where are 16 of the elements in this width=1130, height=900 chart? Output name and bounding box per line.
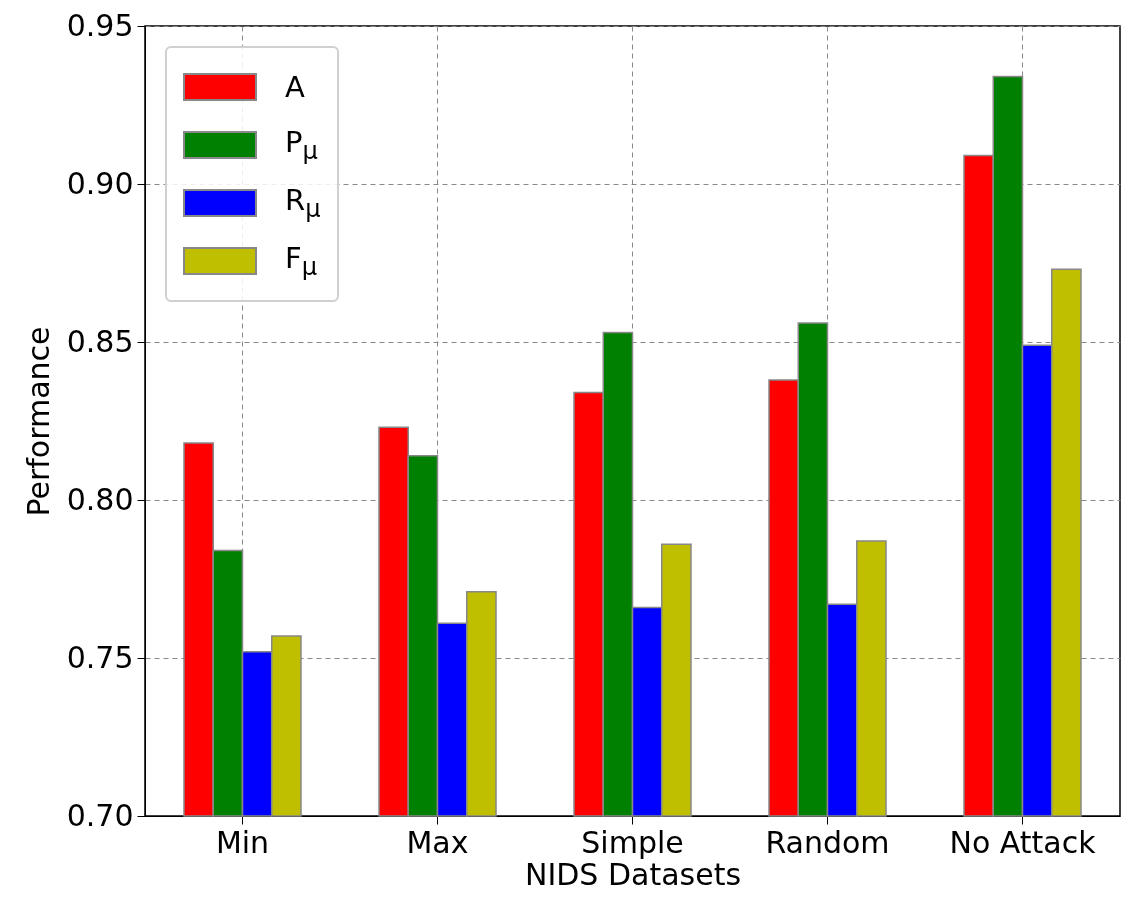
x-tick-label: No Attack (949, 824, 1097, 860)
x-tick-label: Random (765, 824, 890, 860)
legend-label: F$_{μ}$ (285, 241, 318, 281)
y-tick-label: 0.95 (66, 7, 134, 43)
legend-label: P$_{μ}$ (285, 125, 318, 165)
legend-label: R$_{μ}$ (285, 183, 321, 223)
x-tick-label: Simple (581, 824, 684, 860)
y-tick-label: 0.75 (66, 639, 134, 675)
y-axis-title: Performance (20, 326, 56, 517)
y-tick-label: 0.85 (66, 323, 134, 359)
legend-label: A (285, 70, 305, 104)
y-tick-label: 0.70 (66, 797, 134, 833)
x-tick-label: Min (215, 824, 270, 860)
y-tick-label: 0.80 (66, 481, 134, 517)
y-tick-label: 0.90 (66, 165, 134, 201)
x-tick-label: Max (406, 824, 469, 860)
